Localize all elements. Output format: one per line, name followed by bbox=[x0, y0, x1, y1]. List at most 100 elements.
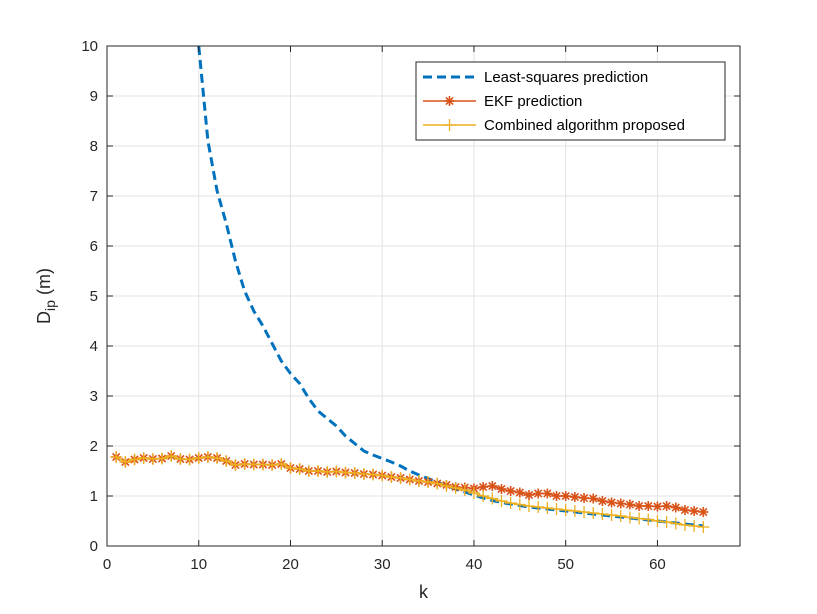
legend-label-3: Combined algorithm proposed bbox=[484, 117, 685, 134]
legend-marker-3 bbox=[443, 119, 456, 131]
tick-labels: 0 10 20 30 40 50 60 0 1 2 3 4 5 6 7 8 9 10 bbox=[81, 38, 665, 573]
series-2-point bbox=[496, 484, 507, 494]
series-2-point bbox=[679, 505, 690, 515]
y-tick-label: 3 bbox=[90, 388, 98, 405]
series-3-point bbox=[266, 459, 279, 471]
y-tick-label: 0 bbox=[90, 538, 98, 555]
legend: Least-squares prediction EKF prediction Co… bbox=[415, 61, 726, 141]
series-3-point bbox=[312, 465, 324, 477]
asterisk-stroke bbox=[515, 488, 524, 497]
asterisk-stroke bbox=[653, 502, 662, 511]
x-tick-label: 60 bbox=[649, 556, 666, 573]
asterisk-stroke bbox=[506, 486, 515, 496]
series-3-point bbox=[431, 477, 444, 490]
x-tick-label: 30 bbox=[374, 556, 391, 573]
asterisk-stroke bbox=[625, 500, 635, 509]
series-3-point bbox=[596, 508, 609, 520]
asterisk-stroke bbox=[644, 501, 653, 511]
asterisk-stroke bbox=[616, 499, 625, 508]
legend-marker-2 bbox=[444, 96, 455, 106]
series-3-point bbox=[614, 510, 627, 522]
series-3-point bbox=[119, 456, 132, 468]
asterisk-stroke bbox=[579, 493, 589, 503]
y-tick-label: 8 bbox=[90, 138, 98, 155]
y-tick-label: 2 bbox=[90, 438, 98, 455]
asterisk-stroke bbox=[478, 482, 488, 492]
series-3-point bbox=[440, 480, 453, 492]
series-2-point bbox=[606, 497, 617, 508]
series-3-point bbox=[110, 451, 123, 463]
series-3-point bbox=[137, 452, 150, 464]
x-tick-label: 0 bbox=[103, 556, 111, 573]
series-3-point bbox=[523, 500, 535, 512]
y-tick-label: 9 bbox=[90, 88, 98, 105]
series-3-point bbox=[651, 515, 664, 527]
series-3-point bbox=[376, 469, 389, 482]
y-axis-label-subscript: ip bbox=[42, 300, 58, 311]
series-2-point bbox=[689, 506, 700, 516]
y-axis-label: Dip (m) bbox=[34, 268, 58, 324]
series-3-point bbox=[183, 453, 196, 466]
series-3-point bbox=[623, 511, 636, 524]
series-3-point bbox=[330, 465, 343, 478]
y-tick-label: 1 bbox=[90, 488, 98, 505]
legend-label-1: Least-squares prediction bbox=[484, 69, 648, 86]
asterisk-stroke bbox=[680, 505, 690, 515]
series-2-point bbox=[588, 493, 599, 504]
asterisk-stroke bbox=[534, 489, 543, 498]
y-tick-label: 5 bbox=[90, 288, 98, 305]
series-3-point bbox=[513, 498, 526, 511]
series-layer bbox=[110, 45, 710, 533]
series-2-point bbox=[624, 499, 635, 510]
asterisk-stroke bbox=[662, 501, 671, 511]
series-3-point bbox=[642, 513, 655, 526]
series-3-point bbox=[156, 452, 169, 465]
series-2-point bbox=[597, 496, 608, 506]
series-2-point bbox=[634, 501, 645, 511]
series-2-point bbox=[551, 491, 562, 501]
x-tick-label: 50 bbox=[557, 556, 574, 573]
asterisk-stroke bbox=[570, 492, 580, 502]
series-3-point bbox=[504, 497, 517, 509]
series-3-point bbox=[678, 519, 691, 531]
series-2-point bbox=[652, 501, 663, 512]
asterisk-stroke bbox=[689, 506, 699, 516]
series-3-point bbox=[697, 521, 710, 533]
y-tick-label: 7 bbox=[90, 188, 98, 205]
series-2-point bbox=[514, 487, 525, 498]
series-2-point bbox=[569, 492, 580, 502]
series-2-point bbox=[670, 502, 681, 513]
series-3-point bbox=[568, 505, 581, 517]
y-axis-label-main: D bbox=[34, 311, 54, 324]
series-3-point bbox=[293, 463, 306, 475]
x-axis-label: k bbox=[419, 582, 429, 602]
asterisk-stroke bbox=[497, 484, 506, 494]
x-tick-label: 20 bbox=[282, 556, 299, 573]
series-2-point bbox=[643, 501, 654, 511]
series-3-point bbox=[422, 476, 435, 488]
ticks bbox=[106, 45, 740, 547]
series-3-point bbox=[458, 484, 471, 496]
series-3-point bbox=[165, 450, 178, 462]
y-tick-label: 4 bbox=[90, 338, 98, 355]
series-2-point bbox=[698, 507, 709, 517]
y-axis-label-unit: (m) bbox=[34, 268, 54, 300]
series-3-point bbox=[532, 501, 545, 513]
series-3 bbox=[110, 450, 710, 533]
series-3-point bbox=[229, 459, 242, 471]
series-3-point bbox=[284, 462, 297, 474]
asterisk-stroke bbox=[488, 481, 497, 491]
series-3-point bbox=[412, 475, 425, 487]
series-3-point bbox=[688, 520, 701, 532]
series-2-point bbox=[505, 486, 516, 496]
series-3-point bbox=[495, 495, 508, 507]
series-3-point bbox=[467, 487, 480, 499]
series-3-point bbox=[605, 509, 618, 521]
series-3-point bbox=[660, 516, 673, 528]
series-2-point bbox=[533, 488, 544, 499]
series-2-point bbox=[524, 490, 534, 500]
series-3-point bbox=[633, 512, 646, 525]
asterisk-stroke bbox=[634, 501, 644, 511]
series-2-point bbox=[487, 481, 498, 491]
